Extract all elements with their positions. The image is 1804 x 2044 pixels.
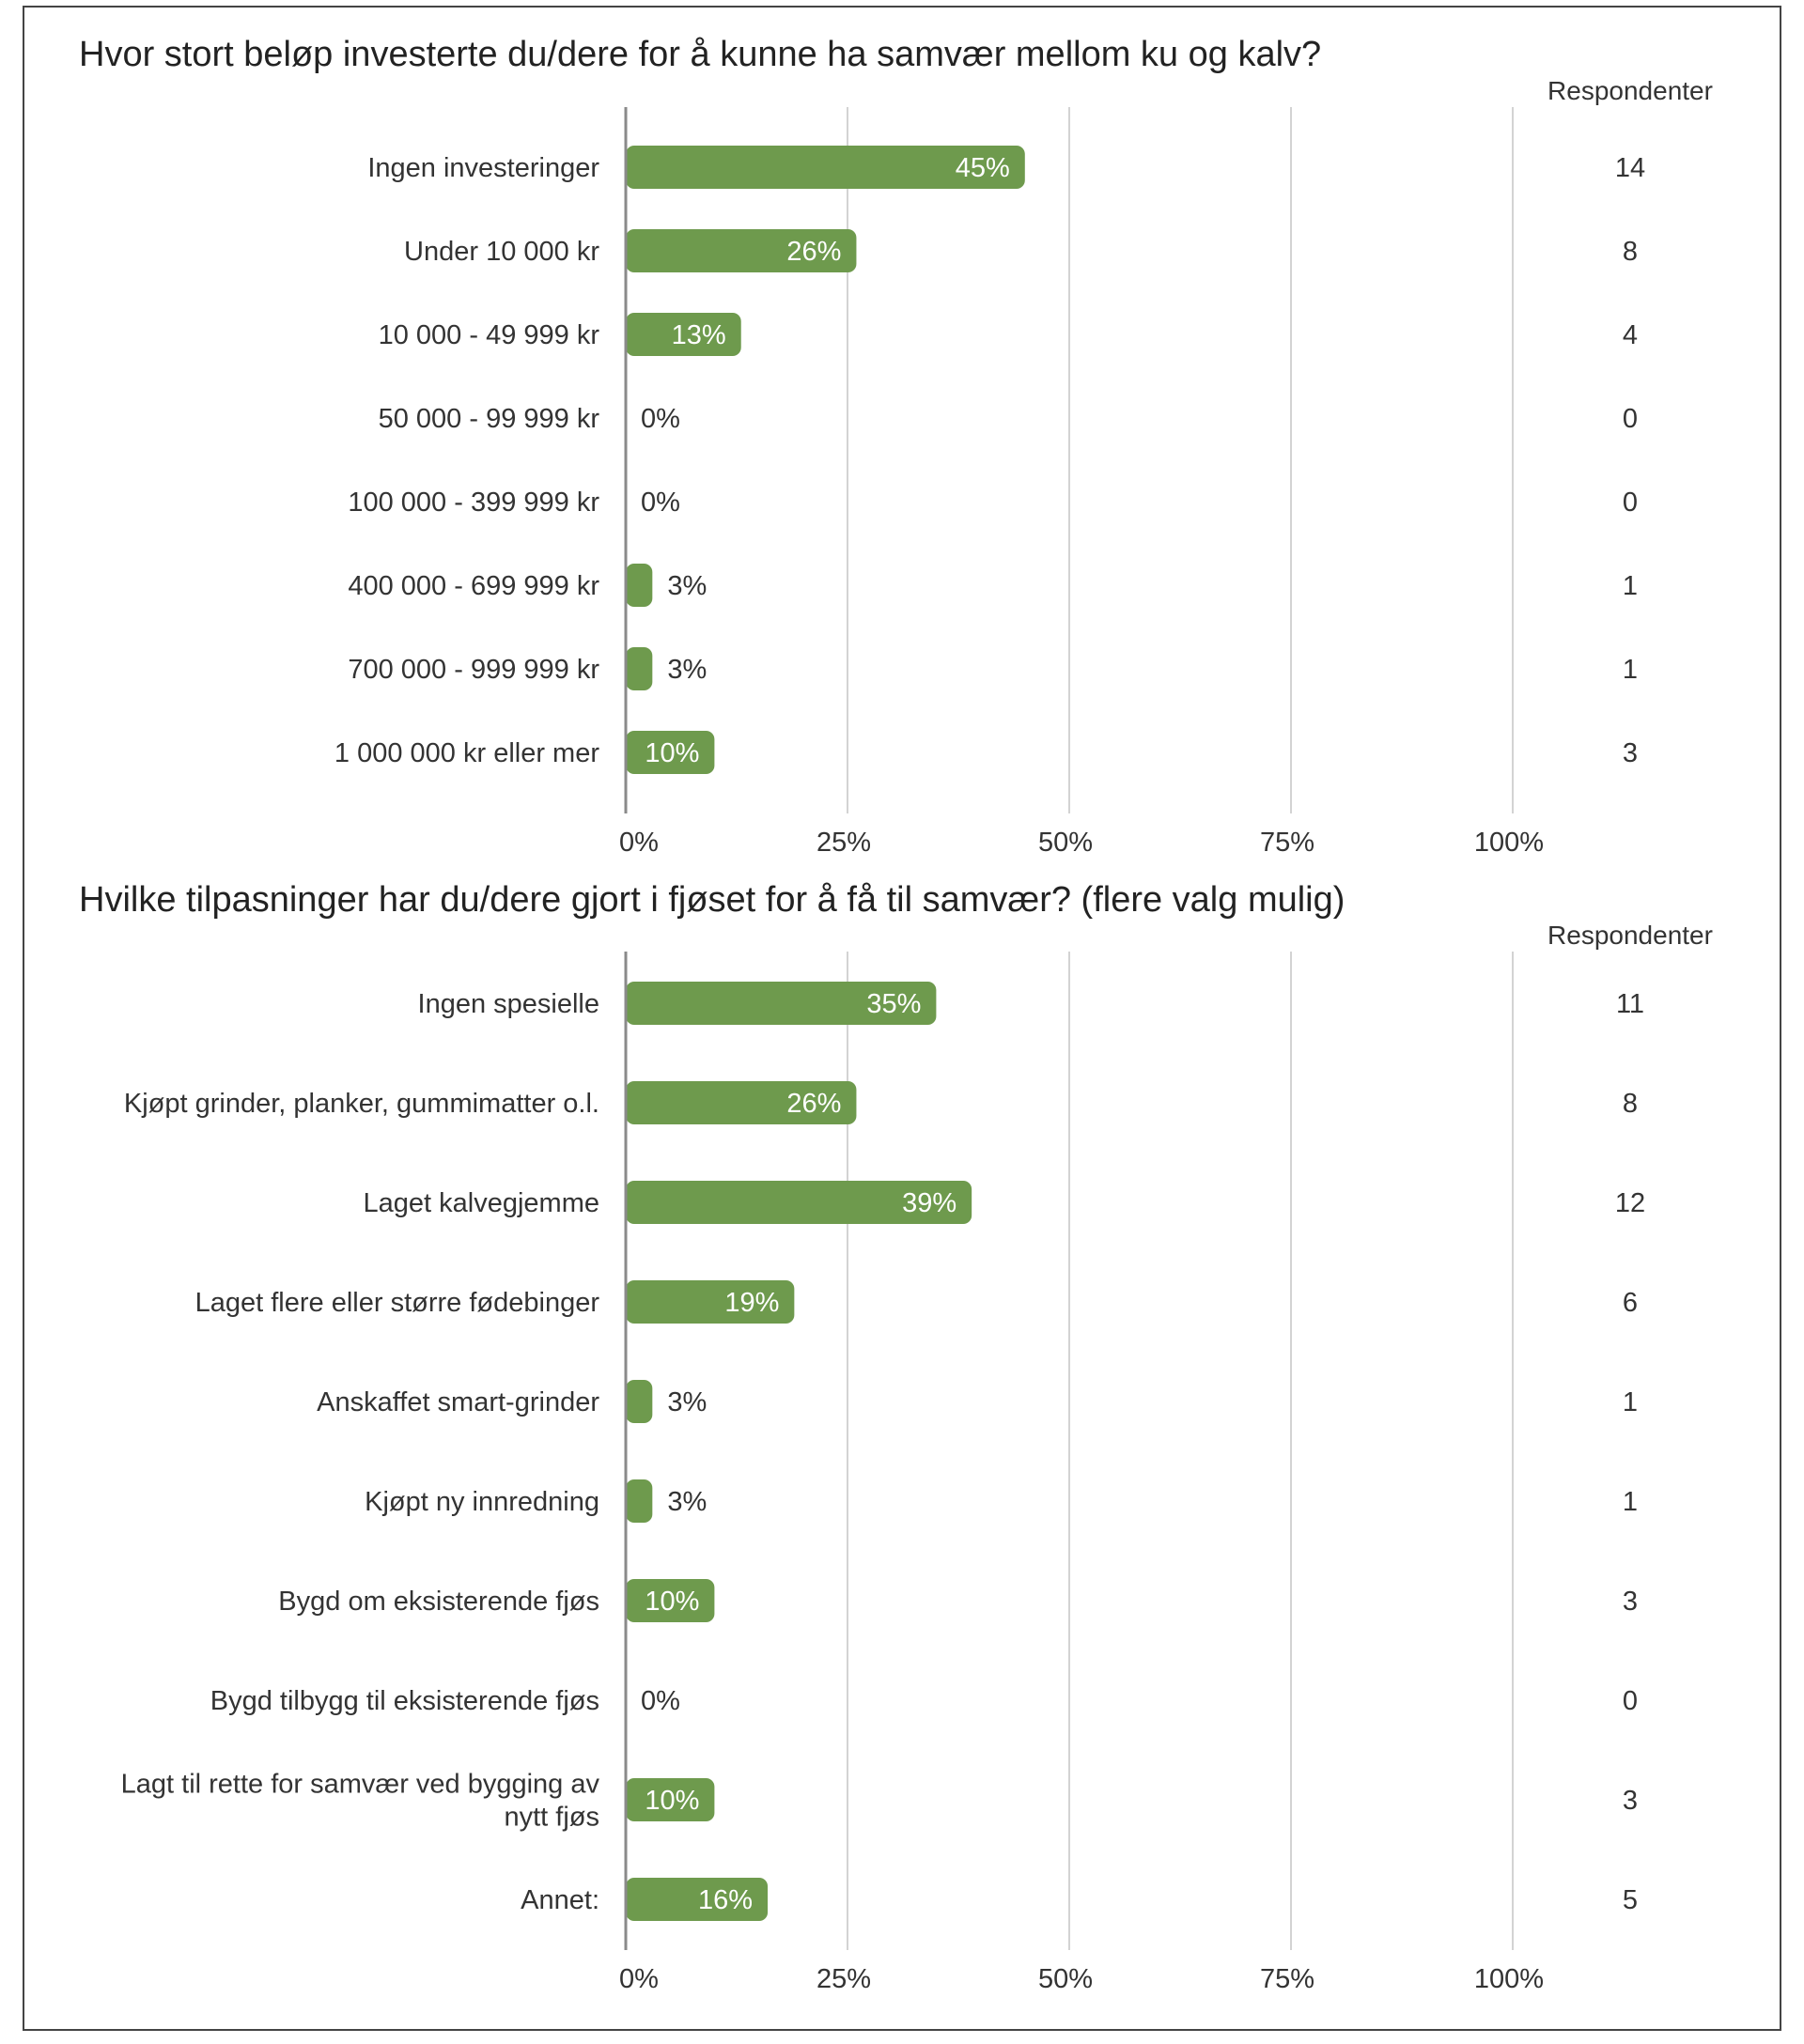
category-label: 1 000 000 kr eller mer xyxy=(334,738,599,768)
bar xyxy=(626,1479,653,1523)
x-tick-label: 75% xyxy=(1260,828,1314,858)
bar xyxy=(626,982,937,1025)
bar xyxy=(626,1878,769,1921)
bar xyxy=(626,1181,972,1224)
respondent-count: 11 xyxy=(1616,989,1644,1019)
category-label: Ingen investeringer xyxy=(367,153,599,183)
bar xyxy=(626,564,653,607)
category-label: 700 000 - 999 999 kr xyxy=(348,655,599,685)
category-label: Kjøpt grinder, planker, gummimatter o.l. xyxy=(124,1089,599,1119)
respondents-header: Respondenter xyxy=(1547,76,1713,105)
category-label: Under 10 000 kr xyxy=(404,237,599,267)
bar-value-label: 3% xyxy=(667,1387,707,1417)
bar-value-label: 35% xyxy=(866,989,921,1019)
bar-value-label: 26% xyxy=(786,237,841,267)
respondent-count: 3 xyxy=(1623,1786,1638,1816)
bar-value-label: 0% xyxy=(641,488,680,518)
respondent-count: 4 xyxy=(1623,320,1638,350)
chart-2: Hvilke tilpasninger har du/dere gjort i … xyxy=(79,880,1713,1994)
bar-value-label: 0% xyxy=(641,1686,680,1716)
bar xyxy=(626,146,1025,189)
x-tick-label: 50% xyxy=(1038,828,1093,858)
respondent-count: 1 xyxy=(1623,1387,1638,1417)
category-label: 50 000 - 99 999 kr xyxy=(379,404,600,434)
category-label: Lagt til rette for samvær ved bygging av xyxy=(121,1770,600,1800)
bar xyxy=(626,1081,857,1124)
category-label: Laget flere eller større fødebinger xyxy=(195,1288,600,1318)
bar-value-label: 13% xyxy=(672,320,726,350)
respondent-count: 14 xyxy=(1615,153,1645,183)
category-label: Bygd tilbygg til eksisterende fjøs xyxy=(210,1686,599,1716)
respondent-count: 1 xyxy=(1623,571,1638,601)
category-label: Ingen spesielle xyxy=(418,989,599,1019)
respondent-count: 8 xyxy=(1623,1089,1638,1119)
respondent-count: 12 xyxy=(1615,1188,1645,1218)
category-label: Kjøpt ny innredning xyxy=(365,1487,599,1517)
respondent-count: 3 xyxy=(1623,1587,1638,1617)
bar xyxy=(626,229,857,272)
respondent-count: 1 xyxy=(1623,655,1638,685)
bar-value-label: 3% xyxy=(667,1487,707,1517)
respondent-count: 0 xyxy=(1623,1686,1638,1716)
respondent-count: 1 xyxy=(1623,1487,1638,1517)
x-tick-label: 0% xyxy=(619,1964,659,1994)
x-tick-label: 100% xyxy=(1474,1964,1544,1994)
category-label: Laget kalvegjemme xyxy=(364,1188,599,1218)
bar xyxy=(626,1579,715,1622)
x-tick-label: 50% xyxy=(1038,1964,1093,1994)
respondent-count: 8 xyxy=(1623,237,1638,267)
x-tick-label: 25% xyxy=(816,828,871,858)
bar xyxy=(626,647,653,690)
bar-value-label: 10% xyxy=(645,1786,699,1816)
respondent-count: 3 xyxy=(1623,738,1638,768)
bar-value-label: 16% xyxy=(698,1885,753,1915)
bar-value-label: 0% xyxy=(641,404,680,434)
bar xyxy=(626,1380,653,1423)
category-label: nytt fjøs xyxy=(504,1803,599,1833)
chart-1: Hvor stort beløp investerte du/dere for … xyxy=(79,35,1713,858)
category-label: 400 000 - 699 999 kr xyxy=(348,571,599,601)
bar-value-label: 45% xyxy=(956,153,1010,183)
chart-title: Hvilke tilpasninger har du/dere gjort i … xyxy=(79,880,1345,920)
category-label: Bygd om eksisterende fjøs xyxy=(278,1587,599,1617)
x-tick-label: 75% xyxy=(1260,1964,1314,1994)
category-label: 100 000 - 399 999 kr xyxy=(348,488,599,518)
x-tick-label: 25% xyxy=(816,1964,871,1994)
bar xyxy=(626,1280,795,1324)
bar-value-label: 10% xyxy=(645,1587,699,1617)
bar-value-label: 19% xyxy=(724,1288,779,1318)
respondent-count: 5 xyxy=(1623,1885,1638,1915)
x-tick-label: 0% xyxy=(619,828,659,858)
respondents-header: Respondenter xyxy=(1547,921,1713,950)
respondent-count: 6 xyxy=(1623,1288,1638,1318)
respondent-count: 0 xyxy=(1623,404,1638,434)
chart-title: Hvor stort beløp investerte du/dere for … xyxy=(79,35,1321,74)
bar-value-label: 10% xyxy=(645,738,699,768)
x-tick-label: 100% xyxy=(1474,828,1544,858)
category-label: Anskaffet smart-grinder xyxy=(317,1387,599,1417)
bar-value-label: 26% xyxy=(786,1089,841,1119)
respondent-count: 0 xyxy=(1623,488,1638,518)
bar-value-label: 39% xyxy=(902,1188,956,1218)
category-label: Annet: xyxy=(521,1885,599,1915)
category-label: 10 000 - 49 999 kr xyxy=(379,320,600,350)
bar-value-label: 3% xyxy=(667,655,707,685)
bar xyxy=(626,313,741,356)
bar xyxy=(626,731,715,774)
bar-value-label: 3% xyxy=(667,571,707,601)
bar xyxy=(626,1778,715,1821)
